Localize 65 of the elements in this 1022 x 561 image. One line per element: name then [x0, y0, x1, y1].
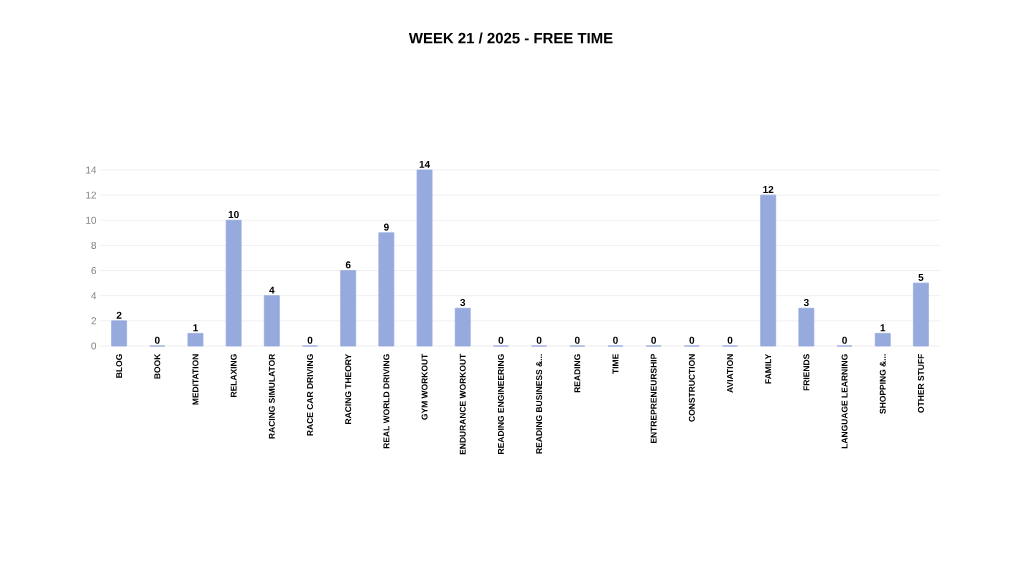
x-tick-label: ENDURANCE WORKOUT — [459, 353, 466, 455]
x-tick-label: MEDITATION — [192, 354, 199, 405]
data-label: 4 — [269, 286, 275, 294]
x-tick-label: READING BUSINESS &... — [536, 354, 543, 454]
x-tick-label: READING ENGINEERING — [497, 354, 504, 454]
x-tick-label: CONSTRUCTION — [688, 354, 695, 422]
data-label: 2 — [116, 311, 122, 319]
y-tick-label: 10 — [86, 216, 97, 224]
bar — [874, 333, 891, 347]
bar — [340, 270, 357, 347]
y-tick-label: 6 — [91, 267, 97, 275]
bar — [378, 232, 395, 347]
data-label: 0 — [307, 336, 313, 344]
data-label: 0 — [536, 336, 542, 344]
bar — [798, 307, 815, 347]
data-label: 0 — [154, 336, 160, 344]
x-tick-label: BOOK — [154, 353, 161, 379]
data-label: 12 — [763, 185, 774, 193]
data-label: 3 — [460, 299, 466, 307]
data-label: 14 — [419, 160, 431, 168]
bar — [187, 333, 204, 347]
x-tick-label: TIME — [612, 354, 619, 374]
x-tick-label: BLOG — [116, 354, 123, 378]
data-label: 9 — [383, 223, 389, 231]
x-tick-label: RACE CAR DRIVING — [307, 354, 313, 436]
x-tick-label: LANGUAGE LEARNING — [841, 354, 848, 449]
x-tick-label: OTHER STUFF — [917, 354, 924, 413]
x-tick-label: FRIENDS — [803, 354, 810, 391]
y-tick-label: 2 — [91, 317, 96, 325]
data-label: 0 — [651, 336, 657, 344]
bar — [416, 169, 433, 347]
data-label: 0 — [574, 336, 580, 344]
x-tick-label: ENTREPRENEURSHIP — [650, 354, 657, 444]
data-label: 5 — [918, 273, 924, 281]
y-tick-label: 12 — [86, 191, 96, 199]
x-tick-label: REAL WORLD DRIVING — [383, 354, 390, 449]
x-tick-label: RELAXING — [230, 354, 237, 397]
bar — [263, 295, 280, 347]
bar — [454, 307, 471, 347]
data-label: 0 — [498, 336, 504, 344]
y-tick-label: 4 — [91, 292, 97, 300]
data-label: 6 — [345, 261, 351, 269]
y-tick-label: 0 — [91, 342, 97, 350]
x-tick-label: READING — [574, 354, 581, 393]
x-tick-label: RACING THEORY — [345, 353, 352, 424]
bar — [913, 282, 929, 347]
data-label: 1 — [880, 324, 886, 332]
chart-title: WEEK 21 / 2025 - FREE TIME — [408, 32, 613, 44]
data-label: 0 — [613, 336, 618, 344]
bar — [225, 219, 242, 347]
x-tick-label: GYM WORKOUT — [421, 353, 428, 420]
bar — [111, 320, 127, 347]
x-tick-label: FAMILY — [765, 353, 772, 384]
y-tick-label: 14 — [86, 166, 97, 174]
x-tick-label: RACING SIMULATOR — [268, 353, 275, 439]
data-label: 0 — [727, 336, 733, 344]
data-label: 0 — [842, 336, 847, 344]
x-tick-label: AVIATION — [727, 354, 733, 393]
data-label: 0 — [689, 336, 695, 344]
data-label: 3 — [803, 299, 809, 307]
bar — [760, 194, 777, 347]
data-label: 10 — [228, 211, 239, 219]
data-label: 1 — [193, 324, 198, 332]
y-tick-label: 8 — [91, 241, 97, 249]
x-tick-label: SHOPPING &... — [879, 354, 886, 414]
